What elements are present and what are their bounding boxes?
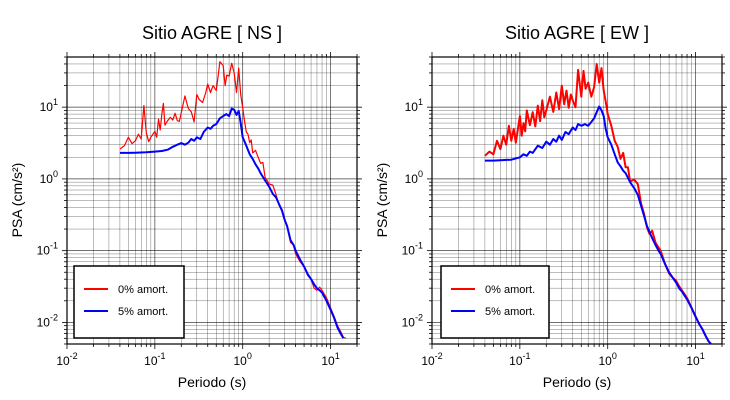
y-tick-label-exponent: 1 [418,97,423,107]
y-tick-label-base: 10 [40,100,54,114]
series-line-0 [119,61,347,339]
y-tick-label: 10-2 [402,312,423,329]
x-axis-label: Periodo (s) [178,374,246,390]
x-tick-label-base: 10 [144,354,158,368]
chart-title: Sitio AGRE [ NS ] [142,23,282,43]
legend: 0% amort. 5% amort. [440,265,550,339]
x-tick-label-base: 10 [321,354,335,368]
x-tick-label-base: 10 [421,354,435,368]
y-tick-label-base: 10 [37,244,51,258]
x-tick-label: 10-1 [509,351,530,368]
x-tick-label-exponent: -1 [158,351,166,361]
y-tick-label-base: 10 [37,315,51,329]
x-tick-label: 101 [321,351,339,368]
y-tick-label-exponent: 1 [53,97,58,107]
x-axis-label: Periodo (s) [543,374,611,390]
y-tick-label: 10-1 [402,241,423,258]
y-tick-label-base: 10 [405,172,419,186]
y-tick-label-base: 10 [402,315,416,329]
legend-label-1: 5% amort. [485,306,535,318]
legend-label-1: 5% amort. [118,306,168,318]
y-tick-label: 10-2 [37,312,58,329]
series-lines [119,61,347,339]
legend-box [73,265,185,339]
x-tick-label: 10-2 [421,351,442,368]
x-tick-label-base: 10 [599,354,613,368]
x-tick-label: 100 [599,351,617,368]
legend: 0% amort. 5% amort. [73,265,185,339]
y-tick-label-base: 10 [402,244,416,258]
y-tick-label-base: 10 [405,100,419,114]
x-tick-label-base: 10 [509,354,523,368]
y-axis-label: PSA (cm/s²) [374,163,390,238]
x-tick-label-base: 10 [234,354,248,368]
x-tick-label-base: 10 [56,354,70,368]
x-tick-label-exponent: -1 [523,351,531,361]
y-axis-label: PSA (cm/s²) [9,163,25,238]
chart-title: Sitio AGRE [ EW ] [505,23,649,43]
legend-box [440,265,550,339]
y-tick-label: 101 [40,97,58,114]
x-tick-label-exponent: 1 [700,351,705,361]
y-tick-label-exponent: -2 [50,312,58,322]
y-tick-label: 10-1 [37,241,58,258]
x-tick-label: 101 [686,351,704,368]
x-tick-label: 100 [234,351,252,368]
y-tick-label: 100 [40,169,58,186]
x-tick-label: 10-1 [144,351,165,368]
y-tick-label-exponent: -1 [50,241,58,251]
y-tick-label-exponent: 0 [53,169,58,179]
y-tick-label-exponent: 0 [418,169,423,179]
series-line-1 [119,107,345,339]
x-tick-label-exponent: -2 [435,351,443,361]
y-tick-label-exponent: -1 [415,241,423,251]
series-line-1 [484,105,712,345]
x-tick-label-exponent: 1 [335,351,340,361]
y-tick-label: 100 [405,169,423,186]
legend-label-0: 0% amort. [485,284,535,296]
y-tick-label: 101 [405,97,423,114]
y-tick-label-base: 10 [40,172,54,186]
x-tick-label: 10-2 [56,351,77,368]
x-tick-label-exponent: -2 [70,351,78,361]
grid-lines [66,56,358,345]
legend-label-0: 0% amort. [118,284,168,296]
x-tick-label-base: 10 [686,354,700,368]
x-tick-label-exponent: 0 [247,351,252,361]
x-tick-label-exponent: 0 [612,351,617,361]
y-tick-label-exponent: -2 [415,312,423,322]
series-lines [484,63,712,345]
